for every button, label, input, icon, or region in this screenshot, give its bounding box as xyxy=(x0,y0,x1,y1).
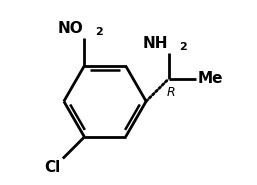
Text: NH: NH xyxy=(142,36,168,51)
Text: NO: NO xyxy=(58,21,84,36)
Text: 2: 2 xyxy=(95,27,103,37)
Text: R: R xyxy=(167,86,175,99)
Text: Cl: Cl xyxy=(45,160,61,175)
Text: Me: Me xyxy=(198,71,224,86)
Text: 2: 2 xyxy=(179,42,187,52)
